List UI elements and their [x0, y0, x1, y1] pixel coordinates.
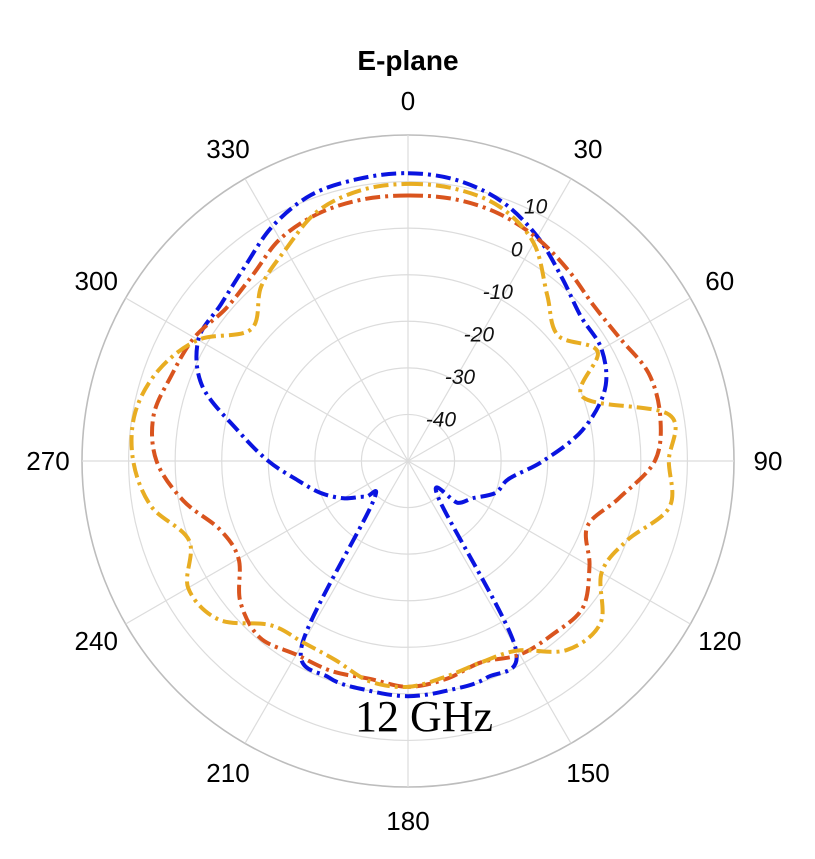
radial-tick-label: -30: [445, 366, 476, 389]
chart-title: E-plane: [357, 45, 458, 76]
angle-tick-label: 0: [401, 86, 415, 116]
grid-spoke: [125, 460, 409, 625]
angle-tick-labels: 0 30 60 90 120 150 180 210 240 270 300 330: [26, 86, 782, 836]
radial-tick-label: -40: [426, 408, 457, 431]
radial-tick-label: -20: [464, 323, 495, 346]
grid-spoke: [407, 178, 572, 462]
grid-spoke: [407, 460, 572, 744]
angle-tick-label: 240: [75, 626, 118, 656]
angle-tick-label: 60: [705, 266, 734, 296]
angle-tick-label: 180: [386, 806, 429, 836]
angle-tick-label: 150: [566, 758, 609, 788]
angle-tick-label: 120: [698, 626, 741, 656]
grid-spoke: [407, 460, 691, 625]
grid-spoke: [244, 460, 409, 744]
angle-tick-label: 210: [206, 758, 249, 788]
polar-grid: [81, 134, 735, 788]
grid-spoke: [125, 297, 409, 462]
grid-spoke: [407, 297, 691, 462]
series-line-1: [194, 171, 609, 699]
angle-tick-label: 30: [574, 134, 603, 164]
angle-tick-label: 330: [206, 134, 249, 164]
series-line-3: [129, 181, 678, 690]
frequency-annotation: 12 GHz: [355, 692, 493, 741]
radial-tick-labels: -40 -30 -20 -10 010: [426, 196, 548, 432]
series-layer: [129, 171, 678, 699]
radial-tick-label: 0: [511, 238, 523, 261]
grid-spoke: [244, 178, 409, 462]
angle-tick-label: 90: [754, 446, 783, 476]
radial-tick-label: -10: [483, 281, 514, 304]
angle-tick-label: 300: [75, 266, 118, 296]
angle-tick-label: 270: [26, 446, 69, 476]
radial-tick-label: 10: [524, 196, 548, 219]
